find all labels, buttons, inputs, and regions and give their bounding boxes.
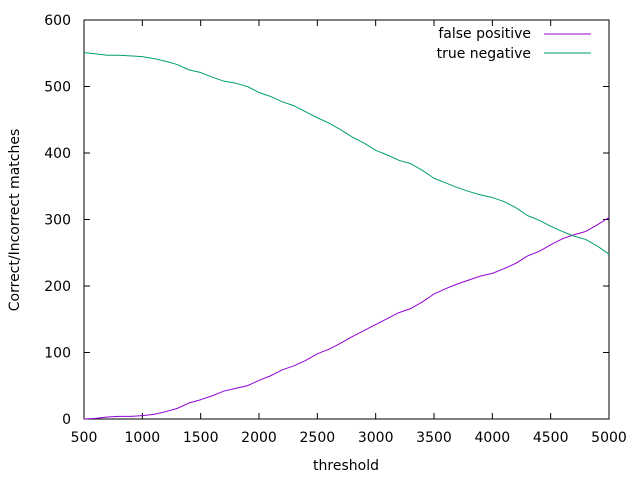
x-tick-label: 1000 xyxy=(125,430,161,446)
y-tick-label: 300 xyxy=(44,213,71,229)
x-axis-label: threshold xyxy=(313,458,379,474)
y-tick-label: 200 xyxy=(44,279,71,295)
y-tick-label: 500 xyxy=(44,80,71,96)
legend-label-true-negative: true negative xyxy=(437,46,531,62)
x-tick-label: 5000 xyxy=(591,430,627,446)
axis-ticks: 500 1000 1500 2000 2500 3000 3500 4000 4500 5000 0… xyxy=(44,13,627,446)
y-tick-label: 100 xyxy=(44,346,71,362)
x-tick-label: 4500 xyxy=(533,430,569,446)
x-tick-label: 3500 xyxy=(416,430,452,446)
y-tick-label: 400 xyxy=(44,146,71,162)
y-axis-label: Correct/Incorrect matches xyxy=(7,129,23,311)
legend-label-false-positive: false positive xyxy=(438,26,531,42)
plot-frame xyxy=(83,19,610,420)
legend: false positive true negative xyxy=(437,26,591,62)
x-tick-label: 4000 xyxy=(475,430,511,446)
series-line-true-negative xyxy=(83,52,610,255)
y-tick-label: 600 xyxy=(44,13,71,29)
series-lines xyxy=(83,52,610,420)
x-tick-label: 3000 xyxy=(358,430,394,446)
x-tick-label: 2000 xyxy=(241,430,277,446)
x-tick-label: 500 xyxy=(71,430,98,446)
x-tick-label: 1500 xyxy=(183,430,219,446)
x-tick-label: 2500 xyxy=(300,430,336,446)
series-line-false-positive xyxy=(83,217,610,420)
y-tick-label: 0 xyxy=(62,412,71,428)
